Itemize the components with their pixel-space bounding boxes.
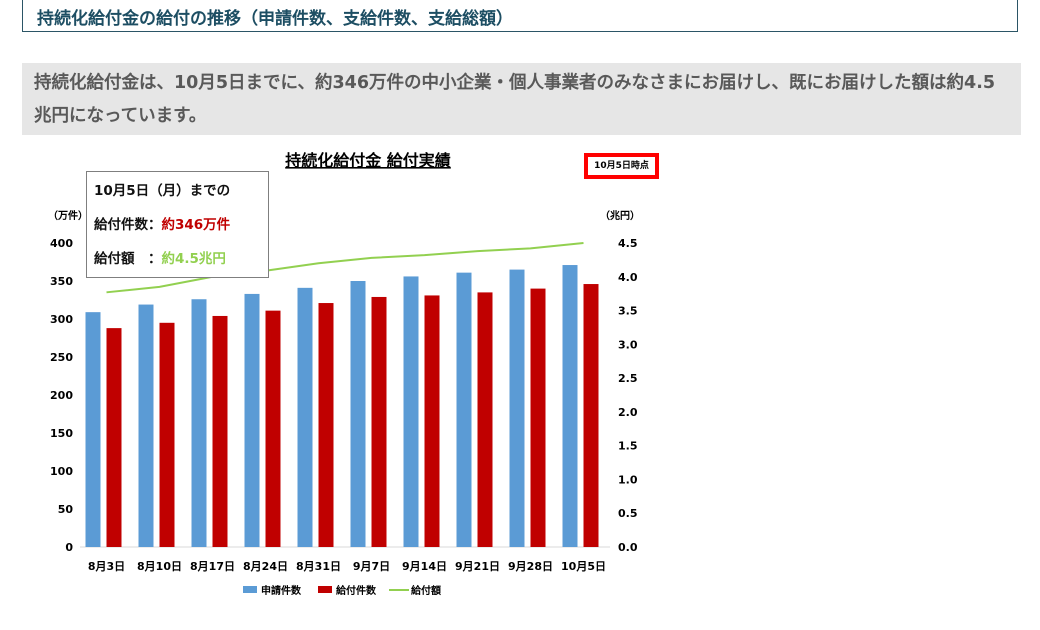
application-bar <box>456 272 472 547</box>
callout-heading: 10月5日（月）までの <box>94 183 231 199</box>
payment-bar <box>318 303 334 547</box>
left-tick-label: 0 <box>65 541 73 554</box>
right-tick-label: 0.0 <box>618 541 638 554</box>
application-bar <box>191 299 207 547</box>
callout-count-row: 給付件数：約346万件 <box>94 212 268 246</box>
right-tick-label: 0.5 <box>618 507 638 520</box>
intro-text: 持続化給付金は、10月5日までに、約346万件の中小企業・個人事業者のみなさまに… <box>22 63 1021 135</box>
left-tick-label: 50 <box>58 503 74 516</box>
left-tick-label: 150 <box>50 427 73 440</box>
left-tick-label: 400 <box>50 237 73 250</box>
x-tick-label: 8月3日 <box>88 560 125 573</box>
legend-label: 給付件数 <box>336 584 377 597</box>
right-axis-label: （兆円） <box>600 209 640 222</box>
application-bar <box>85 312 101 547</box>
x-tick-label: 9月14日 <box>402 560 447 573</box>
right-tick-label: 4.5 <box>618 237 638 250</box>
legend-label: 申請件数 <box>261 584 302 597</box>
payment-bar <box>583 284 599 547</box>
callout-count-value: 約346万件 <box>161 217 231 233</box>
callout-amount-row: 給付額 ：約4.5兆円 <box>94 246 268 280</box>
application-bar <box>350 281 366 547</box>
x-tick-label: 8月24日 <box>243 560 288 573</box>
chart-panel: 持続化給付金 給付実績 （万件） （兆円） 0 50 100 150 200 250 300 350… <box>0 140 680 620</box>
application-bar <box>562 265 578 547</box>
application-bar <box>403 276 419 547</box>
amount-line <box>106 242 584 294</box>
legend-swatch <box>318 586 332 593</box>
payment-bar <box>106 328 122 547</box>
payment-bar <box>265 310 281 547</box>
left-tick-label: 300 <box>50 313 73 326</box>
chart: 持続化給付金 給付実績 （万件） （兆円） 0 50 100 150 200 250 300 350… <box>48 151 640 597</box>
x-tick-label: 10月5日 <box>561 560 606 573</box>
right-tick-label: 2.0 <box>618 406 638 419</box>
payment-bar <box>530 288 546 547</box>
x-tick-label: 9月28日 <box>508 560 553 573</box>
x-tick-label: 8月31日 <box>296 560 341 573</box>
right-tick-label: 4.0 <box>618 271 638 284</box>
left-tick-label: 250 <box>50 351 73 364</box>
payment-bar <box>212 315 228 547</box>
left-tick-label: 200 <box>50 389 73 402</box>
right-tick-label: 3.0 <box>618 338 638 351</box>
left-tick-label: 100 <box>50 465 73 478</box>
application-bar <box>297 287 313 547</box>
x-tick-label: 8月10日 <box>137 560 182 573</box>
callout-count-label: 給付件数： <box>94 217 162 233</box>
payment-bar <box>371 296 387 547</box>
right-tick-label: 1.5 <box>618 440 638 453</box>
as-of-date-tag: 10月5日時点 <box>584 153 659 179</box>
application-bar <box>509 269 525 547</box>
x-tick-label: 9月7日 <box>353 560 390 573</box>
application-bar <box>138 304 154 547</box>
left-axis-label: （万件） <box>48 209 88 222</box>
x-tick-label: 9月21日 <box>455 560 500 573</box>
summary-callout: 10月5日（月）までの 給付件数：約346万件 給付額 ：約4.5兆円 <box>86 171 269 278</box>
legend-label: 給付額 <box>411 584 441 597</box>
application-bar <box>244 293 260 547</box>
right-tick-label: 3.5 <box>618 305 638 318</box>
payment-bar <box>477 292 493 547</box>
payment-bar <box>424 295 440 547</box>
chart-title: 持続化給付金 給付実績 <box>285 151 451 170</box>
payment-bar <box>159 322 175 547</box>
section-title: 持続化給付金の給付の推移（申請件数、支給件数、支給総額） <box>22 0 1018 32</box>
left-tick-label: 350 <box>50 275 73 288</box>
right-tick-label: 2.5 <box>618 372 638 385</box>
callout-amount-value: 約4.5兆円 <box>161 251 226 267</box>
right-tick-label: 1.0 <box>618 473 638 486</box>
callout-amount-label: 給付額 ： <box>94 251 162 267</box>
x-tick-label: 8月17日 <box>190 560 235 573</box>
legend-swatch <box>243 586 257 593</box>
